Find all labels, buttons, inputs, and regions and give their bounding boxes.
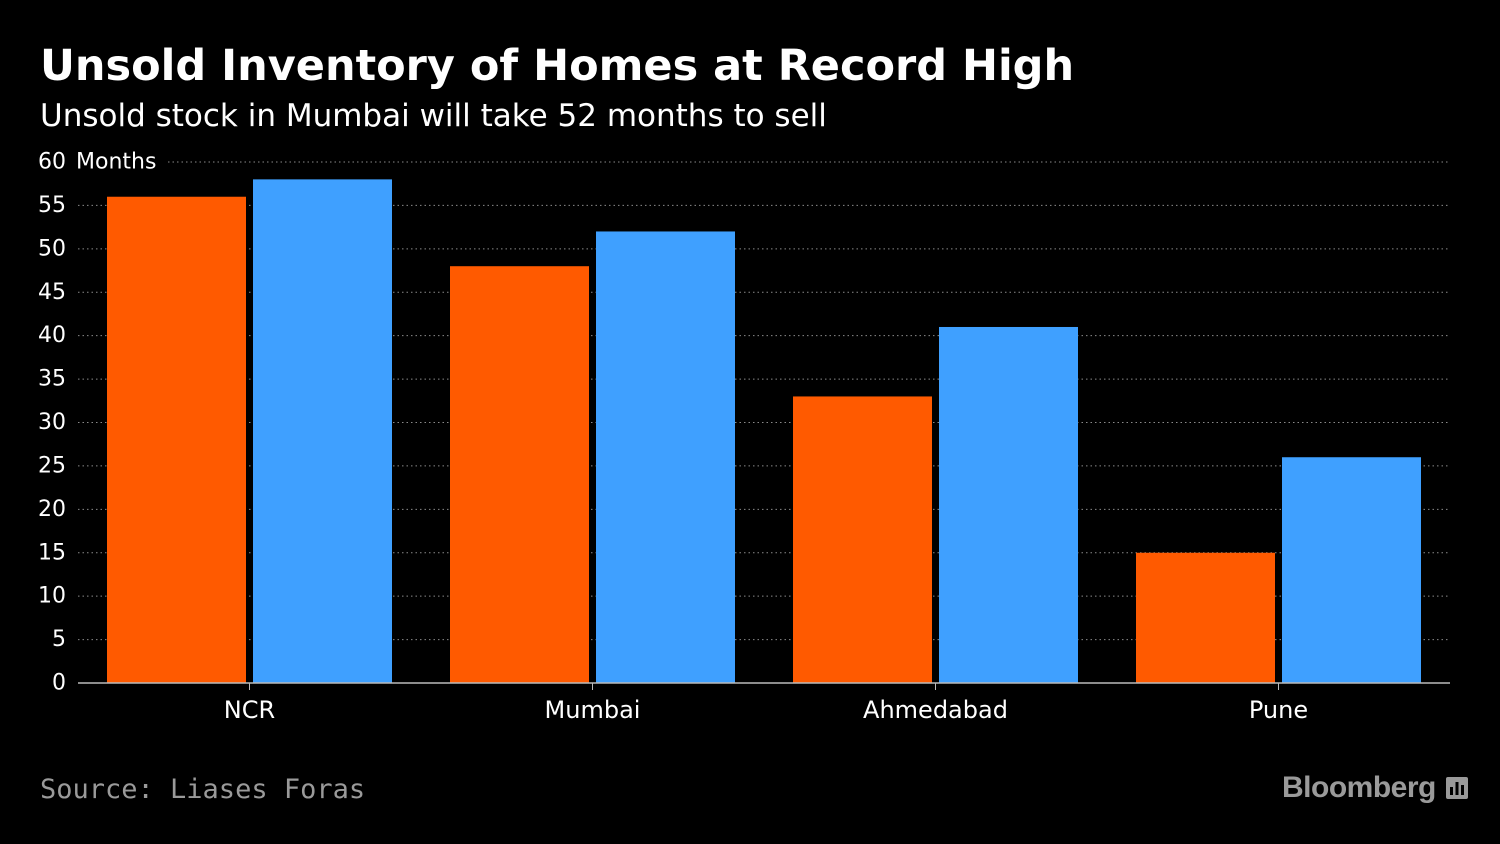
y-tick-label: 0 <box>52 671 66 696</box>
y-tick-label: 10 <box>38 584 66 609</box>
y-tick-label: 55 <box>38 193 66 218</box>
brand-logo: Bloomberg <box>1282 768 1468 808</box>
y-tick-label: 50 <box>38 236 66 261</box>
y-tick-label: 45 <box>38 280 66 305</box>
bar-chart: 0 5 10 15 20 25 30 35 40 45 50 55 60 Months NCR Mumbai A… <box>38 150 1450 724</box>
y-tick-label: 30 <box>38 410 66 435</box>
y-tick-label: 20 <box>38 497 66 522</box>
brand-name: Bloomberg <box>1282 771 1436 804</box>
bar-pune-series-2 <box>1282 457 1421 683</box>
y-tick-label: 60 <box>38 150 66 175</box>
bars <box>107 179 1421 683</box>
chart-subtitle: Unsold stock in Mumbai will take 52 mont… <box>40 98 827 134</box>
y-tick-label: 40 <box>38 323 66 348</box>
y-tick-label: 5 <box>52 627 66 652</box>
y-axis-label: Months <box>76 150 156 175</box>
bloomberg-chart-icon <box>1445 777 1468 799</box>
chart-title: Unsold Inventory of Homes at Record High <box>40 41 1075 91</box>
source-note: Source: Liases Foras <box>40 774 366 805</box>
bar-ahmedabad-series-1 <box>793 396 932 683</box>
x-tick-label: Mumbai <box>545 696 641 724</box>
bar-pune-series-1 <box>1136 552 1275 683</box>
bar-ncr-series-1 <box>107 196 246 683</box>
x-tick-label: Pune <box>1249 696 1308 724</box>
x-tick-label: NCR <box>224 696 275 724</box>
y-tick-label: 15 <box>38 540 66 565</box>
y-tick-label: 35 <box>38 367 66 392</box>
bar-ahmedabad-series-2 <box>939 326 1078 683</box>
bar-ncr-series-2 <box>253 179 392 683</box>
y-tick-label: 25 <box>38 453 66 478</box>
bar-mumbai-series-2 <box>596 231 735 683</box>
x-tick-label: Ahmedabad <box>863 696 1008 724</box>
bar-mumbai-series-1 <box>450 266 589 683</box>
axes: 0 5 10 15 20 25 30 35 40 45 50 55 60 Months NCR Mumbai A… <box>38 150 1450 724</box>
